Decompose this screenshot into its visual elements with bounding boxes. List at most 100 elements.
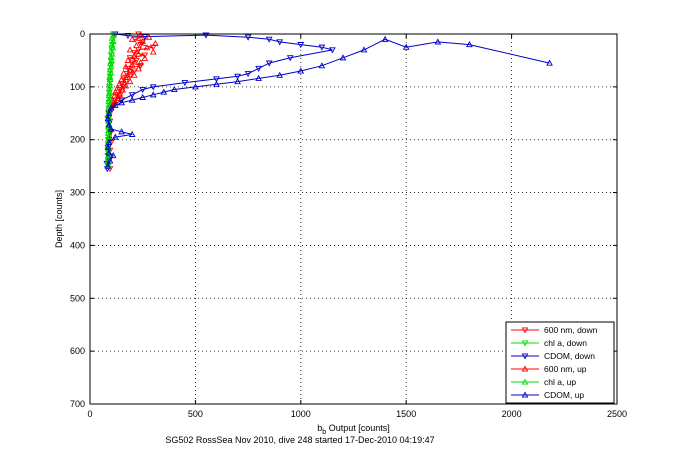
data-point xyxy=(135,65,142,72)
data-point xyxy=(133,42,140,49)
y-axis-label: Depth [counts] xyxy=(54,190,64,248)
data-point xyxy=(128,60,136,67)
data-point xyxy=(141,52,149,59)
legend-swatch-marker xyxy=(521,353,529,360)
data-point xyxy=(106,157,114,164)
legend-label: 600 nm, down xyxy=(544,325,598,335)
legend-entry: chl a, down xyxy=(511,338,587,348)
data-point xyxy=(402,43,410,50)
data-point xyxy=(116,90,123,97)
data-point xyxy=(114,94,121,102)
y-tick-label: 200 xyxy=(70,135,85,145)
data-point xyxy=(105,138,113,145)
data-point xyxy=(244,71,252,78)
data-point xyxy=(128,96,136,103)
data-point xyxy=(143,44,151,51)
data-point xyxy=(329,47,336,54)
data-point xyxy=(118,75,125,82)
data-point xyxy=(139,86,147,94)
legend-entry: 600 nm, up xyxy=(511,364,587,374)
data-point xyxy=(122,73,130,80)
legend-entry: chl a, up xyxy=(511,377,576,387)
data-point xyxy=(297,42,305,49)
y-tick-label: 700 xyxy=(70,399,85,409)
series-6 xyxy=(104,35,553,169)
legend-entry: 600 nm, down xyxy=(511,325,598,335)
x-axis-label: bb Output [counts] xyxy=(317,423,389,436)
legend-entry: CDOM, down xyxy=(511,351,595,361)
legend-swatch-marker xyxy=(521,340,529,347)
legend-swatch-marker xyxy=(521,327,529,334)
data-point xyxy=(122,63,130,70)
y-tick-label: 100 xyxy=(70,82,85,92)
data-point xyxy=(109,37,117,44)
data-point xyxy=(234,73,241,80)
x-tick-label: 2500 xyxy=(607,409,627,419)
data-point xyxy=(286,55,294,62)
data-point xyxy=(130,52,138,59)
data-point xyxy=(104,162,112,169)
data-point xyxy=(126,67,134,74)
data-point xyxy=(234,78,241,85)
y-tick-label: 300 xyxy=(70,188,85,198)
data-point xyxy=(105,121,113,128)
data-point xyxy=(137,31,144,38)
data-point xyxy=(128,92,136,99)
y-tick-label: 500 xyxy=(70,293,85,303)
data-point xyxy=(105,109,113,116)
x-axis-label-rest: Output [counts] xyxy=(326,423,390,433)
x-axis-label-subscript: b xyxy=(322,429,326,436)
legend-swatch-marker xyxy=(521,391,529,398)
data-point xyxy=(213,76,220,83)
data-point xyxy=(170,85,178,93)
series-5 xyxy=(104,31,117,168)
legend-swatch-marker xyxy=(521,365,529,372)
data-point xyxy=(318,62,326,69)
legend-label: 600 nm, up xyxy=(544,364,587,374)
data-point xyxy=(126,46,134,53)
data-point xyxy=(130,71,138,78)
data-point xyxy=(137,63,144,70)
data-point xyxy=(297,67,305,74)
x-tick-label: 0 xyxy=(87,409,92,419)
y-tick-label: 600 xyxy=(70,346,85,356)
data-point xyxy=(135,50,142,57)
data-point xyxy=(318,44,326,51)
data-point xyxy=(192,83,199,90)
data-point xyxy=(244,34,252,41)
data-point xyxy=(110,92,118,99)
x-tick-label: 1500 xyxy=(396,409,416,419)
x-axis-label-main: b xyxy=(317,423,322,433)
data-point xyxy=(141,54,149,61)
data-point xyxy=(160,88,168,95)
data-point xyxy=(122,82,130,89)
data-point xyxy=(130,49,138,57)
data-point xyxy=(110,31,117,38)
y-tick-label: 0 xyxy=(80,29,85,39)
data-point xyxy=(104,161,112,168)
data-point xyxy=(149,84,157,91)
data-point xyxy=(111,88,119,95)
data-point xyxy=(255,74,263,81)
data-point xyxy=(139,93,147,100)
plot-frame xyxy=(89,33,618,405)
data-point xyxy=(111,99,119,106)
data-point xyxy=(128,130,136,137)
data-point xyxy=(145,33,153,40)
data-point xyxy=(111,101,119,108)
data-point xyxy=(360,46,368,53)
data-point xyxy=(116,80,123,87)
data-point xyxy=(111,133,119,140)
data-point xyxy=(255,65,263,72)
data-point xyxy=(434,38,442,45)
data-point xyxy=(339,54,347,61)
data-point xyxy=(128,61,136,68)
data-point xyxy=(124,56,132,63)
legend: 600 nm, down chl a, down CDOM, down 600 nm,… xyxy=(505,321,615,404)
data-point xyxy=(109,152,117,159)
data-point xyxy=(126,78,134,85)
data-point xyxy=(114,84,121,91)
data-point xyxy=(103,166,111,173)
x-tick-label: 500 xyxy=(188,409,203,419)
data-point xyxy=(107,104,115,111)
